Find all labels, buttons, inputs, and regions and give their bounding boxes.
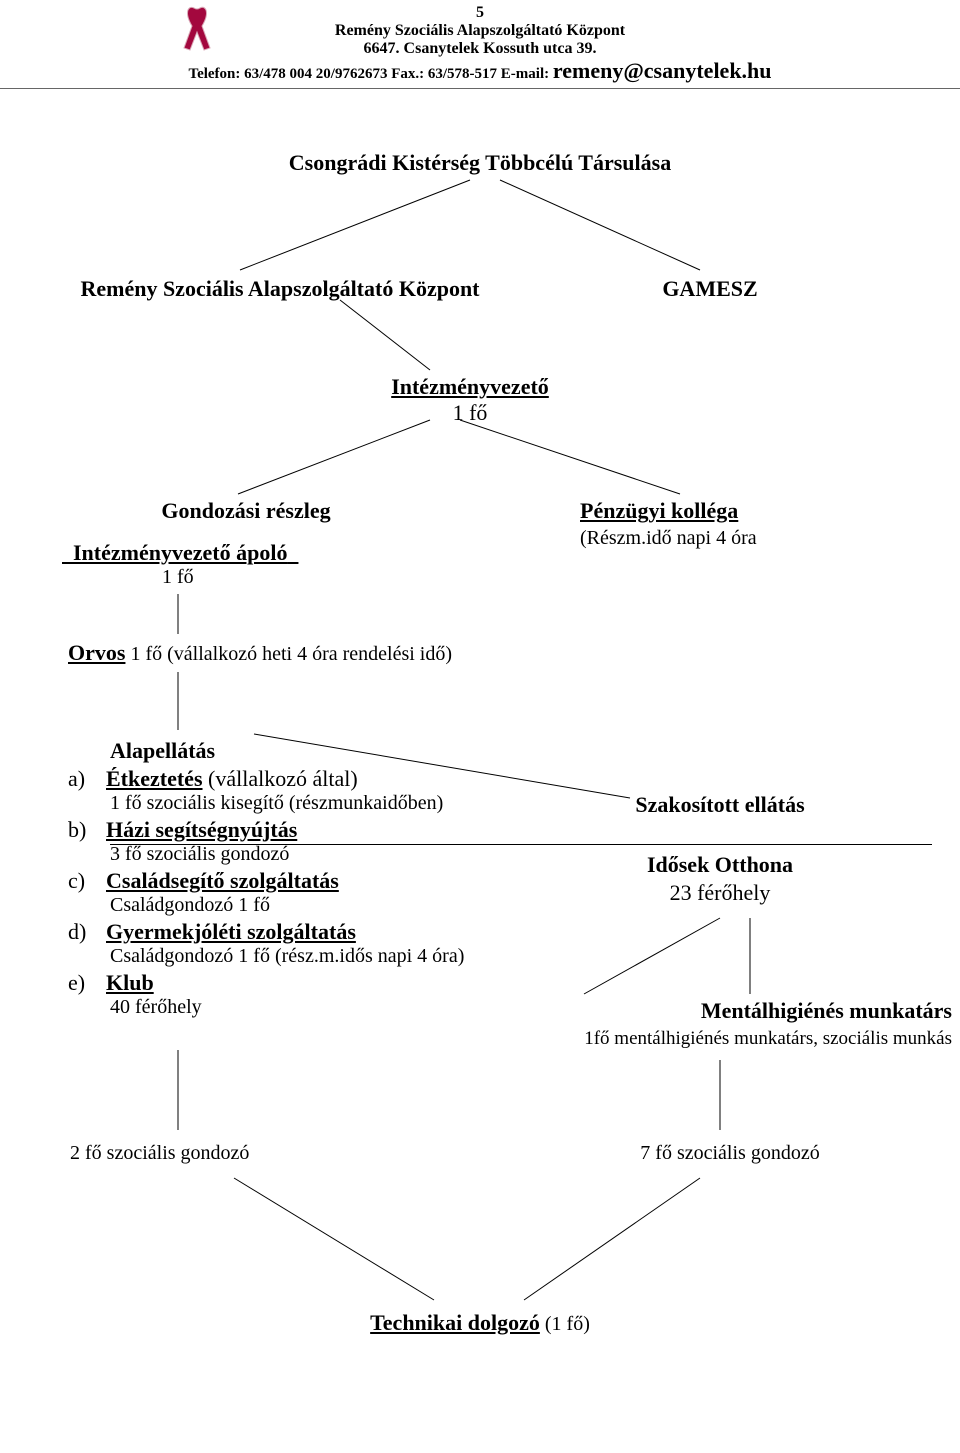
list-label: Házi segítségnyújtás — [106, 817, 297, 842]
list-item: e)Klub — [68, 970, 588, 996]
director-label: Intézményvezető — [391, 374, 549, 399]
list-extra: (vállalkozó által) — [203, 766, 358, 791]
node-left-carer: 2 fő szociális gondozó — [70, 1142, 370, 1165]
node-remeny: Remény Szociális Alapszolgáltató Központ — [40, 276, 520, 302]
list-marker: b) — [68, 817, 106, 843]
node-spec-care: Szakosított ellátás — [560, 792, 880, 818]
doctor-sub: 1 fő (vállalkozó heti 4 óra rendelési id… — [125, 643, 452, 665]
node-tech: Technikai dolgozó (1 fő) — [300, 1310, 660, 1336]
list-marker: a) — [68, 766, 106, 792]
node-director: Intézményvezető 1 fő — [340, 374, 600, 426]
node-gamesz: GAMESZ — [610, 276, 810, 302]
header-address: 6647. Csanytelek Kossuth utca 39. — [0, 40, 960, 58]
mental-label: Mentálhigiénés munkatárs — [701, 998, 952, 1023]
ribbon-icon — [178, 4, 216, 63]
basic-care-list: Alapellátás a)Étkeztetés (vállalkozó ált… — [68, 738, 588, 1019]
list-label: Klub — [106, 970, 154, 995]
node-nurse: Intézményvezető ápoló 1 fő — [62, 540, 382, 589]
node-elder-home: Idősek Otthona — [560, 852, 880, 878]
nurse-label: Intézményvezető ápoló — [62, 540, 382, 566]
node-finance: Pénzügyi kolléga (Részm.idő napi 4 óra — [580, 498, 840, 550]
list-sub: 3 fő szociális gondozó — [110, 843, 588, 866]
org-chart-edges — [0, 0, 960, 1453]
header-contact: Telefon: 63/478 004 20/9762673 Fax.: 63/… — [0, 58, 960, 84]
list-label: Gyermekjóléti szolgáltatás — [106, 919, 356, 944]
header-org-name: Remény Szociális Alapszolgáltató Központ — [0, 22, 960, 40]
list-marker: e) — [68, 970, 106, 996]
nurse-sub: 1 fő — [162, 566, 382, 589]
node-care-section: Gondozási részleg — [86, 498, 406, 524]
finance-sub: (Részm.idő napi 4 óra — [580, 527, 757, 549]
mental-sub: 1fő mentálhigiénés munkatárs, szociális … — [584, 1028, 952, 1049]
divider-line — [110, 844, 932, 845]
header-email: remeny@csanytelek.hu — [553, 58, 772, 83]
node-capacity: 23 férőhely — [560, 880, 880, 906]
node-doctor: Orvos 1 fő (vállalkozó heti 4 óra rendel… — [68, 640, 628, 666]
node-mental: Mentálhigiénés munkatárs 1fő mentálhigié… — [500, 998, 952, 1050]
node-root: Csongrádi Kistérség Többcélú Társulása — [220, 150, 740, 176]
list-sub: Családgondozó 1 fő — [110, 894, 588, 917]
list-marker: d) — [68, 919, 106, 945]
list-title: Alapellátás — [110, 738, 588, 764]
care-section-label: Gondozási részleg — [86, 498, 406, 524]
list-label: Étkeztetés — [106, 766, 203, 791]
page-number: 5 — [0, 4, 960, 22]
list-item: a)Étkeztetés (vállalkozó által) — [68, 766, 588, 792]
doctor-label: Orvos — [68, 640, 125, 665]
header-contact-prefix: Telefon: 63/478 004 20/9762673 Fax.: 63/… — [188, 66, 552, 82]
list-sub: Családgondozó 1 fő (rész.m.idős napi 4 ó… — [110, 945, 588, 968]
list-marker: c) — [68, 868, 106, 894]
list-sub: 1 fő szociális kisegítő (részmunkaidőben… — [110, 792, 588, 815]
list-item: b)Házi segítségnyújtás — [68, 817, 588, 843]
list-label: Családsegítő szolgáltatás — [106, 868, 339, 893]
director-sub: 1 fő — [453, 400, 488, 425]
tech-extra: (1 fő) — [540, 1313, 590, 1335]
tech-label: Technikai dolgozó — [370, 1310, 540, 1335]
node-right-carer: 7 fő szociális gondozó — [560, 1142, 900, 1165]
list-item: d)Gyermekjóléti szolgáltatás — [68, 919, 588, 945]
list-item: c)Családsegítő szolgáltatás — [68, 868, 588, 894]
page-header: 5 Remény Szociális Alapszolgáltató Közpo… — [0, 0, 960, 89]
finance-label: Pénzügyi kolléga — [580, 498, 738, 523]
